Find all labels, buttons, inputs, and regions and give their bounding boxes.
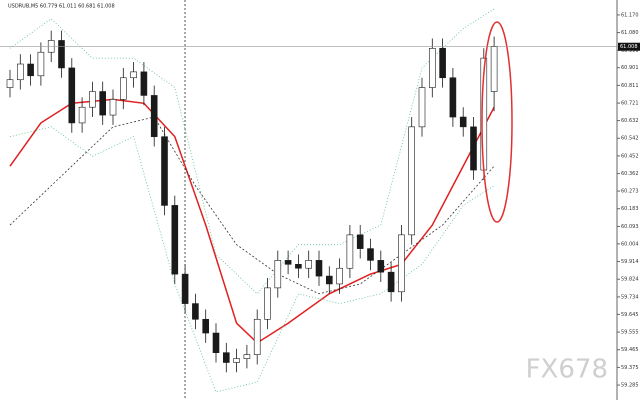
y-tick-label: 59.285 [621,383,639,389]
y-tick-label: 59.555 [621,330,639,336]
y-tick-label: 59.465 [621,347,639,353]
candle-body [89,91,96,108]
candle-body [315,260,323,277]
candle-body [212,332,220,353]
candle-body [140,71,148,96]
y-tick-label: 60.183 [621,206,639,212]
candle-body [470,126,477,171]
candle-body [150,95,158,137]
y-tick-label: 60.721 [621,101,639,107]
candle-body [284,260,292,265]
candle-body [171,205,179,275]
candle-body [243,354,251,359]
candle-body [99,91,106,116]
candle-body [449,77,457,118]
candle-body [428,48,436,88]
indicator-line [9,116,495,295]
candle-body [295,264,302,269]
candle-body [6,79,14,88]
y-tick-label: 60.452 [621,153,639,159]
highlight-ellipse [481,21,513,223]
indicator-line [9,98,495,344]
candle-body [130,71,137,79]
candle-body [58,40,65,69]
candle-body [16,63,24,81]
y-tick-label: 59.645 [621,312,639,318]
candle-body [439,48,446,79]
indicator-line [9,126,495,393]
candle-body [459,116,467,128]
candle-body [120,77,127,100]
candle-body [387,271,395,293]
y-tick-label: 60.273 [621,189,639,195]
candle-body [305,260,313,269]
candle-body [68,67,76,124]
candle-body [274,260,282,289]
candle-body [367,248,374,261]
candle-body [27,63,34,77]
y-tick-label: 60.542 [621,136,639,142]
y-tick-label: 59.914 [621,259,639,265]
y-tick-label: 61.080 [621,30,639,36]
y-tick-label: 60.901 [621,65,639,71]
y-tick-label: 60.362 [621,171,639,177]
candle-body [408,126,416,236]
candle-body [233,358,240,363]
y-tick-label: 59.375 [621,365,639,371]
y-tick-label: 59.734 [621,294,639,300]
y-tick-label: 60.093 [621,224,639,230]
y-tick-label: 61.170 [621,12,639,18]
current-price-box [618,42,640,51]
chart-header: USDRUB,M5 60.779 61.011 60.681 61.008 [8,4,115,10]
candle-body [336,267,343,285]
y-tick-label: 60.990 [621,48,639,54]
candle-body [109,99,117,116]
y-tick-label: 60.632 [621,118,639,124]
candle-body [490,46,498,92]
candle-body [356,234,364,249]
candle-body [181,273,189,304]
candle-body [264,287,271,320]
candle-body [398,234,405,293]
y-tick-label: 59.824 [621,277,639,283]
indicator-line [9,8,495,295]
watermark: FX678 [526,355,608,385]
candle-body [161,136,168,206]
candle-body [346,234,354,269]
candle-body [37,51,45,77]
candle-body [253,318,261,355]
candle-body [325,275,333,285]
candle-body [418,87,426,128]
current-price-label: 61.008 [620,44,638,50]
candle-body [78,106,86,124]
candle-body [47,40,55,53]
candle-body [192,303,199,320]
candle-body [223,352,230,363]
y-tick-label: 60.004 [621,241,639,247]
plot-area [6,8,498,393]
y-tick-label: 60.811 [621,83,639,89]
candle-body [202,318,209,334]
candle-body [377,260,385,273]
